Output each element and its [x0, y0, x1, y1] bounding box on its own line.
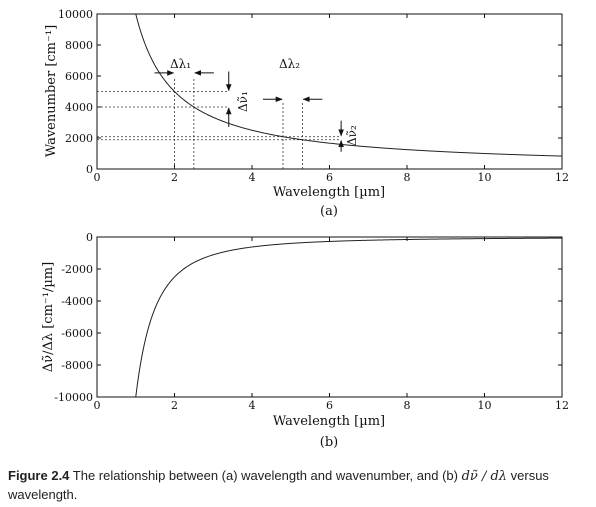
panel-b-x-tick-label: 2 — [171, 399, 178, 412]
panel-b-y-ticks: 0 -2000 -4000 -6000 -8000 -10000 — [54, 231, 562, 404]
delta-nu-2-label: Δν̃₂ — [345, 125, 359, 146]
panel-a-x-tick-label: 0 — [94, 171, 101, 184]
panel-b-x-tick-label: 12 — [555, 399, 569, 412]
panel-a-x-tick-label: 2 — [171, 171, 178, 184]
panel-a-interval-arrows — [154, 70, 344, 152]
panel-b-y-axis-label: Δν̃/Δλ [cm⁻¹/µm] — [41, 262, 56, 372]
panel-b-y-tick-label: -8000 — [61, 359, 93, 372]
panel-b-x-tick-label: 10 — [478, 399, 492, 412]
panel-a-label: (a) — [320, 204, 338, 219]
panel-a-y-tick-label: 0 — [86, 163, 93, 176]
panel-b-x-tick-label: 0 — [94, 399, 101, 412]
panel-a-y-tick-label: 6000 — [65, 70, 93, 83]
panel-b-x-tick-label: 6 — [326, 399, 333, 412]
panel-a-y-tick-label: 10000 — [58, 8, 93, 21]
panel-a-y-ticks: 0 2000 4000 6000 8000 10000 — [58, 8, 562, 176]
panel-b-y-tick-label: -2000 — [61, 263, 93, 276]
panel-b-series-line — [135, 237, 563, 398]
panel-a-y-axis-label: Wavenumber [cm⁻¹] — [44, 25, 59, 157]
panel-a-y-tick-label: 8000 — [65, 39, 93, 52]
panel-b-y-tick-label: -10000 — [54, 391, 93, 404]
panel-a-x-axis-label: Wavelength [µm] — [273, 185, 385, 200]
caption-math: dν̃ / dλ — [461, 469, 508, 484]
panel-a-x-tick-label: 10 — [478, 171, 492, 184]
caption-text-2: versus wavelength. — [8, 468, 549, 502]
delta-lambda-2-label: Δλ₂ — [279, 57, 300, 71]
panel-b-frame — [96, 236, 563, 398]
panel-a-series-line — [135, 13, 563, 157]
panel-b-x-ticks: 0 2 4 6 8 10 12 — [94, 237, 569, 412]
delta-lambda-1-label: Δλ₁ — [170, 57, 191, 71]
panel-b-label: (b) — [320, 435, 338, 450]
caption-figure-label: Figure 2.4 — [8, 468, 70, 483]
panel-a-x-tick-label: 6 — [326, 171, 333, 184]
panel-a-x-tick-label: 12 — [555, 171, 569, 184]
panel-a: 0 2 4 6 8 10 12 0 2000 4000 6000 8000 10000 Δλ₁ Δλ₂… — [44, 8, 569, 219]
caption-text-1: The relationship between (a) wavelength … — [69, 468, 462, 483]
panel-b-x-tick-label: 4 — [249, 399, 256, 412]
panel-b-y-tick-label: -4000 — [61, 295, 93, 308]
panel-b-y-tick-label: -6000 — [61, 327, 93, 340]
panel-b-x-axis-label: Wavelength [µm] — [273, 414, 385, 429]
panel-a-x-tick-label: 8 — [404, 171, 411, 184]
panel-a-guide-lines — [97, 77, 342, 169]
panel-a-x-ticks: 0 2 4 6 8 10 12 — [94, 14, 569, 184]
panel-a-x-tick-label: 4 — [249, 171, 256, 184]
panel-b-x-tick-label: 8 — [404, 399, 411, 412]
panel-a-y-tick-label: 2000 — [65, 132, 93, 145]
panel-b-y-tick-label: 0 — [86, 231, 93, 244]
panel-a-y-tick-label: 4000 — [65, 101, 93, 114]
figure-caption: Figure 2.4 The relationship between (a) … — [8, 467, 592, 504]
delta-nu-1-label: Δν̃₁ — [236, 91, 250, 112]
panel-b: 0 2 4 6 8 10 12 0 -2000 -4000 -6000 -8000 -10000 Wa… — [41, 231, 569, 450]
